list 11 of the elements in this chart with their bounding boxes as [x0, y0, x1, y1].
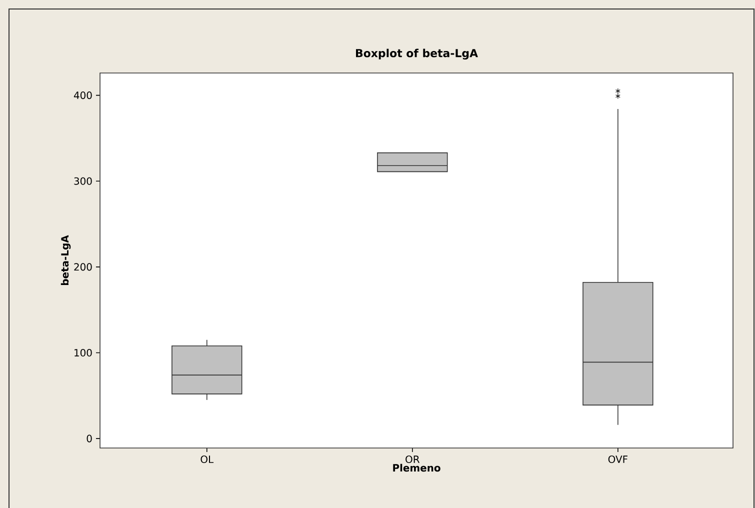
x-tick-label: OL: [200, 455, 214, 464]
chart-title: Boxplot of beta-LgA: [356, 48, 478, 60]
x-axis-title: Plemeno: [393, 464, 440, 472]
x-tick-label: OR: [406, 455, 420, 464]
y-tick-label: 400: [74, 92, 92, 100]
y-tick-label: 100: [74, 348, 92, 356]
y-tick-label: 0: [86, 434, 92, 442]
y-tick-label: 200: [74, 263, 92, 271]
y-axis-title: beta-LgA: [60, 235, 71, 285]
y-tick-label: 300: [74, 177, 92, 185]
x-tick-label: OVF: [608, 455, 628, 464]
